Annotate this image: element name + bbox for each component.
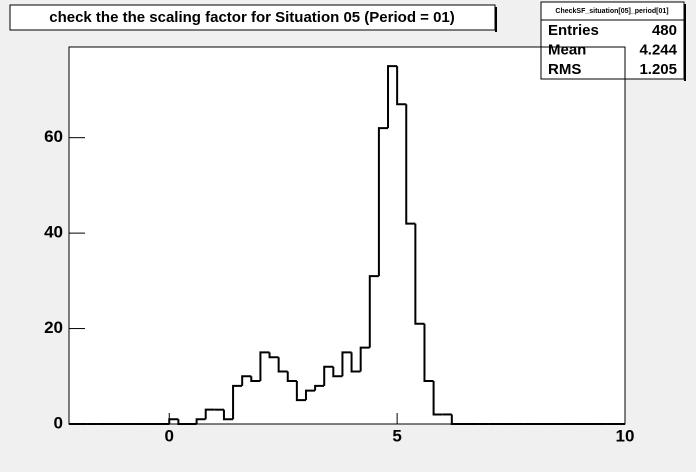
bar: [223, 419, 234, 424]
bar: [169, 419, 179, 424]
bar: [433, 414, 443, 424]
bar: [333, 376, 343, 424]
bar: [424, 381, 434, 424]
bar-outline: [304, 389, 316, 401]
bar-outline: [423, 323, 434, 383]
bar-outline: [286, 371, 297, 383]
bar-outline: [259, 351, 270, 382]
bar: [305, 390, 316, 424]
bar: [388, 66, 398, 424]
y-tick-label: 60: [44, 127, 63, 146]
bar: [260, 352, 270, 424]
title-box: [9, 4, 496, 31]
bar-outline: [232, 384, 243, 420]
bar: [296, 400, 306, 424]
bar-outline: [359, 346, 370, 372]
bar: [233, 385, 243, 424]
title-shadow: [495, 7, 497, 32]
bar: [324, 366, 334, 424]
x-tick-label: 5: [392, 426, 401, 445]
chart-title: check the the scaling factor for Situati…: [49, 9, 455, 26]
bar: [242, 376, 252, 424]
bar: [351, 371, 361, 424]
bar-outline: [341, 351, 352, 377]
bar: [397, 104, 407, 425]
bar-outline: [204, 408, 215, 420]
bar-outline: [195, 418, 206, 424]
stats-name: CheckSF_situation[05]_period[01]: [555, 8, 668, 15]
x-tick-label: 10: [616, 426, 635, 445]
bar: [315, 385, 325, 424]
bar-outline: [250, 376, 261, 383]
bar-outline: [350, 352, 361, 373]
plot-border: [68, 46, 626, 425]
bar: [378, 128, 389, 424]
bar: [278, 371, 288, 424]
bar: [406, 223, 416, 424]
bar-outline: [396, 66, 407, 106]
bar: [214, 409, 224, 424]
bar: [415, 323, 425, 424]
stats-box: [540, 1, 685, 80]
bar: [251, 381, 261, 424]
bar-outline: [241, 375, 252, 386]
stats-value: 1.205: [639, 61, 677, 78]
bar-outline: [277, 357, 288, 373]
bar-outline: [268, 352, 279, 359]
bar-outline: [314, 384, 325, 391]
bar-outline: [323, 365, 334, 386]
stats-label: RMS: [548, 61, 581, 78]
bar: [442, 414, 452, 424]
y-tick-label: 20: [44, 318, 63, 337]
bar-outline: [405, 104, 416, 225]
bar-outline: [432, 381, 443, 416]
bar: [205, 409, 215, 424]
bar-outline: [332, 366, 343, 378]
stats-label: Entries: [548, 22, 599, 39]
bar: [287, 381, 297, 424]
bar-outline: [414, 223, 425, 325]
y-tick-label: 0: [54, 413, 63, 432]
bar: [269, 357, 279, 424]
bar-outline: [387, 65, 398, 129]
x-tick-label: 0: [165, 426, 174, 445]
stats-label: Mean: [548, 41, 586, 58]
y-tick-label: 40: [44, 223, 63, 242]
bar-outline: [295, 381, 306, 402]
stats-shadow: [684, 4, 686, 81]
stats-value: 4.244: [639, 41, 677, 58]
bar: [360, 347, 370, 424]
bar-outline: [377, 127, 389, 277]
bar: [342, 352, 352, 424]
bar-outline: [222, 409, 234, 421]
bar: [369, 276, 379, 424]
bar: [196, 419, 206, 424]
bar-outline: [368, 275, 379, 348]
stats-value: 480: [652, 22, 677, 39]
